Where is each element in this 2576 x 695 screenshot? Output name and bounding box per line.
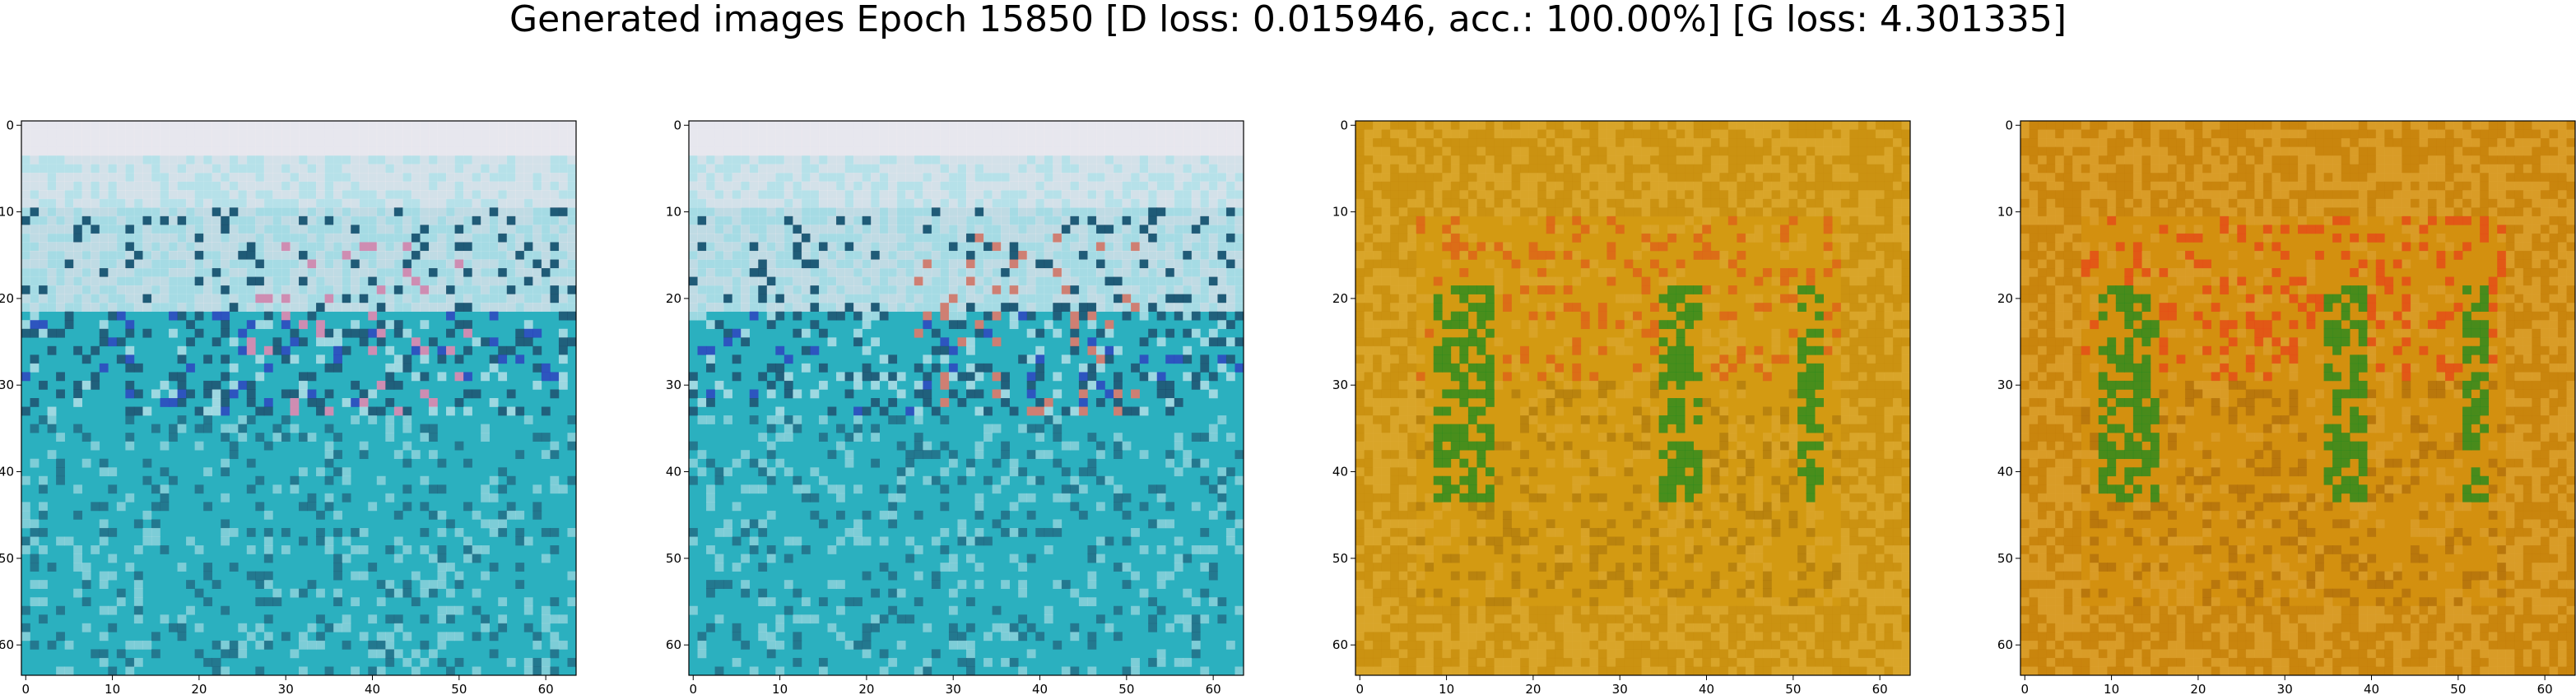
panel-4-xtick-label: 60 — [2537, 682, 2553, 695]
panel-2-ytick-label: 20 — [666, 291, 681, 306]
panel-4-xtick-label: 30 — [2277, 682, 2293, 695]
panel-2-xtick-label: 40 — [1032, 682, 1048, 695]
panel-1-xtick-label: 20 — [191, 682, 207, 695]
panel-1-xtick-label: 40 — [365, 682, 380, 695]
panel-1-ytick-label: 60 — [0, 637, 14, 652]
panel-2-ytick-label: 30 — [666, 378, 681, 392]
panel-4-xtick-label: 10 — [2104, 682, 2119, 695]
panel-1-ytick-label: 0 — [6, 118, 14, 132]
panel-3-xtick-label: 10 — [1439, 682, 1454, 695]
panel-4-xtick-label: 40 — [2364, 682, 2379, 695]
panel-2-xtick-label: 0 — [689, 682, 697, 695]
panel-1-ytick-label: 20 — [0, 291, 14, 306]
panel-2-xtick-label: 30 — [946, 682, 961, 695]
panel-1-ytick-label: 50 — [0, 551, 14, 566]
panel-4-ytick-label: 10 — [1997, 205, 2013, 220]
panel-2-ytick-label: 0 — [673, 118, 681, 132]
panel-4-ytick-label: 40 — [1997, 465, 2013, 480]
panel-2-xtick-label: 60 — [1206, 682, 1221, 695]
panel-2-ytick-label: 60 — [666, 637, 681, 652]
panel-3-ytick-label: 10 — [1332, 205, 1348, 220]
panel-1-xtick-label: 30 — [278, 682, 294, 695]
panel-4-xtick-label: 50 — [2450, 682, 2466, 695]
panel-1-ytick-label: 40 — [0, 465, 14, 480]
panel-1-axes-frame — [21, 120, 577, 676]
panel-2-axes-frame — [688, 120, 1244, 676]
panel-4-xtick-label: 0 — [2020, 682, 2029, 695]
figure-title: Generated images Epoch 15850 [D loss: 0.… — [509, 0, 2067, 40]
panel-3-ytick-label: 20 — [1332, 291, 1348, 306]
panel-2-xtick-label: 10 — [772, 682, 788, 695]
panel-3-xtick-label: 50 — [1785, 682, 1801, 695]
panel-1-pixels — [21, 121, 577, 676]
panel-4-ytick-label: 30 — [1997, 378, 2013, 392]
panel-3-xtick-label: 40 — [1699, 682, 1714, 695]
panel-3-ytick-label: 40 — [1332, 465, 1348, 480]
panel-1-xtick-label: 60 — [538, 682, 554, 695]
panel-3-xtick-label: 30 — [1612, 682, 1628, 695]
panel-4-ytick-label: 20 — [1997, 291, 2013, 306]
panel-1-ytick-label: 30 — [0, 378, 14, 392]
panel-3-pixels — [1355, 121, 1911, 676]
panel-3-xtick-label: 0 — [1355, 682, 1364, 695]
image-panel-3: 0 10 20 30 40 50 60 0 10 20 30 40 50 60 — [1332, 118, 1911, 695]
panel-1-xtick-label: 10 — [105, 682, 120, 695]
panel-3-ytick-label: 60 — [1332, 637, 1348, 652]
panel-3-ytick-label: 30 — [1332, 378, 1348, 392]
panel-3-ytick-label: 0 — [1340, 118, 1348, 132]
panel-2-xtick-label: 20 — [858, 682, 874, 695]
panel-3-xtick-label: 60 — [1872, 682, 1888, 695]
panel-3-xtick-label: 20 — [1525, 682, 1541, 695]
panel-3-axes-frame — [1355, 120, 1911, 676]
image-panel-4: 0 10 20 30 40 50 60 0 10 20 30 40 50 60 — [1997, 118, 2576, 695]
panel-1-xtick-label: 50 — [451, 682, 467, 695]
panel-4-pixels — [2020, 121, 2576, 676]
panel-4-ytick-label: 50 — [1997, 551, 2013, 566]
panel-4-ytick-label: 60 — [1997, 637, 2013, 652]
panel-2-ytick-label: 50 — [666, 551, 681, 566]
panel-1-xtick-label: 0 — [21, 682, 30, 695]
image-panel-2: 0 10 20 30 40 50 60 0 10 20 30 40 50 60 — [666, 118, 1244, 695]
image-panel-1: 0 10 20 30 40 50 60 0 10 20 30 40 50 60 — [0, 118, 577, 695]
panel-4-ytick-label: 0 — [2005, 118, 2013, 132]
panel-1-ytick-label: 10 — [0, 205, 14, 220]
panel-2-xtick-label: 50 — [1118, 682, 1134, 695]
panel-4-xtick-label: 20 — [2190, 682, 2206, 695]
panel-2-pixels — [689, 121, 1244, 676]
panel-3-ytick-label: 50 — [1332, 551, 1348, 566]
panel-4-axes-frame — [2020, 120, 2576, 676]
panel-2-ytick-label: 40 — [666, 465, 681, 480]
panel-2-ytick-label: 10 — [666, 205, 681, 220]
